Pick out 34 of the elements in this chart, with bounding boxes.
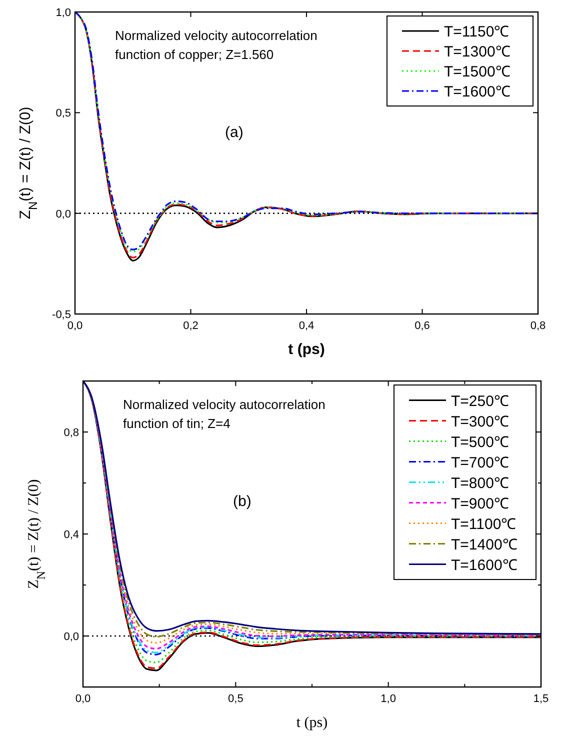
annotation: (a)	[225, 124, 244, 141]
legend-label: T=250℃	[451, 392, 509, 410]
legend-label: T=1300℃	[444, 44, 510, 60]
legend-label: T=1600℃	[451, 556, 518, 574]
y-tick-label: 1,0	[56, 7, 71, 19]
legend-label: T=900℃	[451, 495, 509, 512]
annotation: Normalized velocity autocorrelation function of tin; Z=4	[123, 397, 326, 431]
x-tick-label: 0,2	[183, 320, 198, 332]
legend-label: T=700℃	[451, 454, 509, 472]
x-tick-label: 0,5	[228, 693, 244, 705]
x-axis-title: t (ps)	[288, 341, 325, 358]
annotation: Normalized velocity autocorrelation function of copper; Z=1.560	[115, 28, 318, 62]
y-tick-label: -0,5	[52, 309, 71, 321]
y-tick-label: 0,5	[56, 108, 71, 120]
legend-label: T=1150℃	[444, 24, 510, 40]
legend-label: T=800℃	[451, 474, 509, 492]
x-tick-label: 0,8	[530, 320, 546, 332]
legend-label: T=1400℃	[451, 536, 518, 554]
legend-label: T=1600℃	[444, 84, 510, 100]
x-tick-label: 0,6	[414, 320, 430, 332]
x-tick-label: 0,4	[298, 320, 314, 332]
legend-label: T=1100℃	[451, 516, 516, 533]
y-tick-label: 0,0	[56, 208, 71, 220]
x-tick-label: 0,0	[75, 693, 91, 705]
x-axis-title: t (ps)	[296, 715, 328, 731]
annotation: (b)	[233, 493, 252, 510]
x-tick-label: 1,0	[380, 693, 396, 705]
y-tick-label: 0,8	[64, 427, 79, 439]
legend-label: T=1500℃	[444, 64, 510, 80]
x-tick-label: 1,5	[533, 693, 549, 705]
legend-label: T=500℃	[451, 434, 509, 451]
y-tick-label: 0,0	[64, 631, 79, 643]
y-tick-label: 0,4	[64, 529, 79, 541]
legend-label: T=300℃	[451, 413, 509, 430]
